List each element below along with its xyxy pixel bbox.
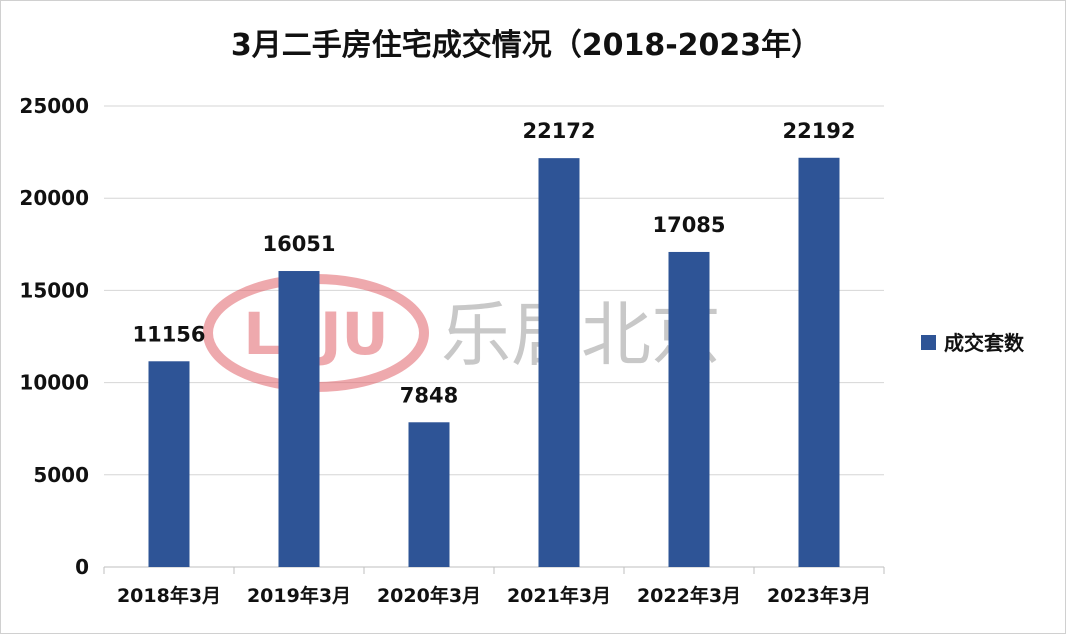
bar — [668, 251, 710, 567]
y-tick-label: 20000 — [19, 186, 89, 210]
data-label: 16051 — [262, 232, 335, 256]
bar — [538, 158, 580, 567]
x-tick-label: 2022年3月 — [637, 584, 741, 607]
data-label: 7848 — [400, 383, 458, 407]
grid-lines — [103, 105, 885, 574]
bar — [798, 157, 840, 567]
data-label: 11156 — [132, 322, 205, 346]
x-tick-label: 2023年3月 — [767, 584, 871, 607]
data-label: 22172 — [522, 119, 595, 143]
bar — [278, 271, 320, 567]
x-tick-label: 2018年3月 — [117, 584, 221, 607]
y-tick-label: 15000 — [19, 278, 89, 302]
data-label: 17085 — [652, 213, 725, 237]
legend-label: 成交套数 — [944, 331, 1025, 355]
data-labels: 11156 16051 7848 22172 17085 22192 — [132, 119, 855, 408]
legend: 成交套数 — [921, 331, 1025, 355]
x-tick-label: 2020年3月 — [377, 584, 481, 607]
bar — [148, 361, 190, 567]
bars — [148, 157, 840, 567]
data-label: 22192 — [782, 119, 855, 143]
bar — [408, 422, 450, 567]
y-tick-label: 0 — [75, 555, 89, 579]
chart-title: 3月二手房住宅成交情况（2018-2023年） — [231, 28, 821, 63]
y-axis-ticks: 0 5000 10000 15000 20000 25000 — [19, 94, 89, 579]
x-tick-label: 2021年3月 — [507, 584, 611, 607]
x-axis-ticks: 2018年3月 2019年3月 2020年3月 2021年3月 2022年3月 2023年… — [117, 584, 871, 607]
y-tick-label: 10000 — [19, 371, 89, 395]
legend-swatch — [921, 335, 936, 350]
y-tick-label: 5000 — [33, 463, 89, 487]
y-tick-label: 25000 — [19, 94, 89, 118]
x-tick-label: 2019年3月 — [247, 584, 351, 607]
